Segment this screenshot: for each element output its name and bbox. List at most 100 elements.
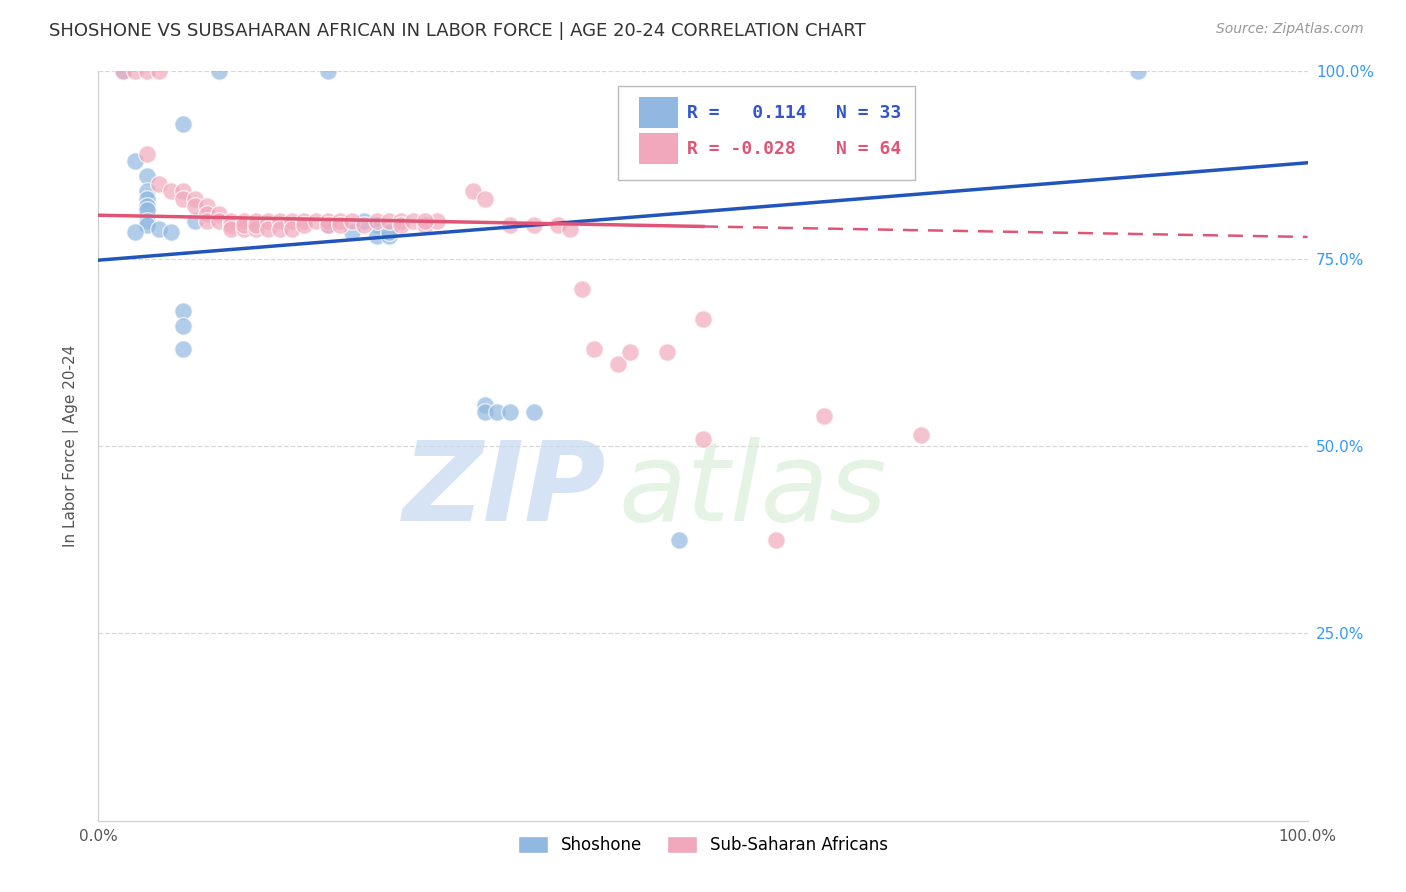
Text: ZIP: ZIP — [402, 437, 606, 544]
Point — [607, 357, 630, 371]
Point — [292, 214, 315, 228]
Point — [232, 218, 254, 232]
Point — [135, 184, 157, 198]
Point — [474, 398, 496, 412]
Point — [329, 218, 352, 232]
Point — [316, 218, 339, 232]
Point — [172, 184, 194, 198]
Bar — [638, 133, 678, 164]
Point — [619, 345, 641, 359]
Point — [292, 218, 315, 232]
Point — [160, 184, 183, 198]
Text: R = -0.028: R = -0.028 — [688, 139, 796, 158]
Point — [221, 218, 243, 232]
Point — [148, 221, 170, 235]
Point — [269, 221, 291, 235]
Point — [413, 214, 436, 228]
Point — [353, 218, 375, 232]
Point — [366, 218, 388, 232]
Point — [172, 304, 194, 318]
Point — [135, 202, 157, 217]
Point — [172, 192, 194, 206]
Point — [692, 311, 714, 326]
Point — [316, 214, 339, 228]
Point — [172, 319, 194, 334]
Point — [256, 214, 278, 228]
Point — [558, 221, 581, 235]
Point — [426, 214, 449, 228]
Point — [377, 226, 399, 240]
Point — [184, 214, 207, 228]
Point — [269, 214, 291, 228]
Text: N = 64: N = 64 — [837, 139, 901, 158]
Point — [124, 64, 146, 78]
FancyBboxPatch shape — [619, 87, 915, 180]
Y-axis label: In Labor Force | Age 20-24: In Labor Force | Age 20-24 — [63, 345, 79, 547]
Point — [208, 207, 231, 221]
Text: atlas: atlas — [619, 437, 887, 544]
Point — [389, 214, 412, 228]
Point — [195, 199, 218, 213]
Point — [329, 214, 352, 228]
Point — [413, 218, 436, 232]
Point — [655, 345, 678, 359]
Point — [245, 218, 267, 232]
Point — [342, 214, 364, 228]
Point — [160, 226, 183, 240]
Point — [474, 405, 496, 419]
Point — [195, 207, 218, 221]
Text: R =   0.114: R = 0.114 — [688, 103, 807, 121]
Point — [148, 177, 170, 191]
Point — [232, 221, 254, 235]
Point — [402, 214, 425, 228]
Point — [256, 221, 278, 235]
Point — [172, 117, 194, 131]
Point — [474, 192, 496, 206]
Point — [547, 218, 569, 232]
Point — [377, 229, 399, 244]
Point — [135, 64, 157, 78]
Point — [910, 427, 932, 442]
Point — [353, 214, 375, 228]
Point — [124, 154, 146, 169]
Point — [135, 169, 157, 184]
Point — [366, 214, 388, 228]
Text: N = 33: N = 33 — [837, 103, 901, 121]
Point — [184, 199, 207, 213]
Point — [583, 342, 606, 356]
Point — [221, 214, 243, 228]
Point — [135, 218, 157, 232]
Point — [486, 405, 509, 419]
Point — [668, 533, 690, 547]
Point — [571, 282, 593, 296]
Point — [135, 192, 157, 206]
Point — [281, 221, 304, 235]
Point — [1128, 64, 1150, 78]
Point — [111, 64, 134, 78]
Text: SHOSHONE VS SUBSAHARAN AFRICAN IN LABOR FORCE | AGE 20-24 CORRELATION CHART: SHOSHONE VS SUBSAHARAN AFRICAN IN LABOR … — [49, 22, 866, 40]
Point — [184, 192, 207, 206]
Point — [316, 64, 339, 78]
Text: Source: ZipAtlas.com: Source: ZipAtlas.com — [1216, 22, 1364, 37]
Point — [232, 214, 254, 228]
Point — [135, 146, 157, 161]
Point — [523, 405, 546, 419]
Point — [813, 409, 835, 423]
Point — [195, 214, 218, 228]
Point — [221, 221, 243, 235]
Point — [389, 218, 412, 232]
Point — [316, 218, 339, 232]
Point — [245, 221, 267, 235]
Point — [692, 432, 714, 446]
Point — [523, 218, 546, 232]
Point — [148, 64, 170, 78]
Point — [124, 226, 146, 240]
Point — [111, 64, 134, 78]
Point — [498, 405, 520, 419]
Point — [463, 184, 485, 198]
Point — [498, 218, 520, 232]
Point — [305, 214, 328, 228]
Point — [377, 214, 399, 228]
Point — [366, 229, 388, 244]
Legend: Shoshone, Sub-Saharan Africans: Shoshone, Sub-Saharan Africans — [510, 830, 896, 861]
